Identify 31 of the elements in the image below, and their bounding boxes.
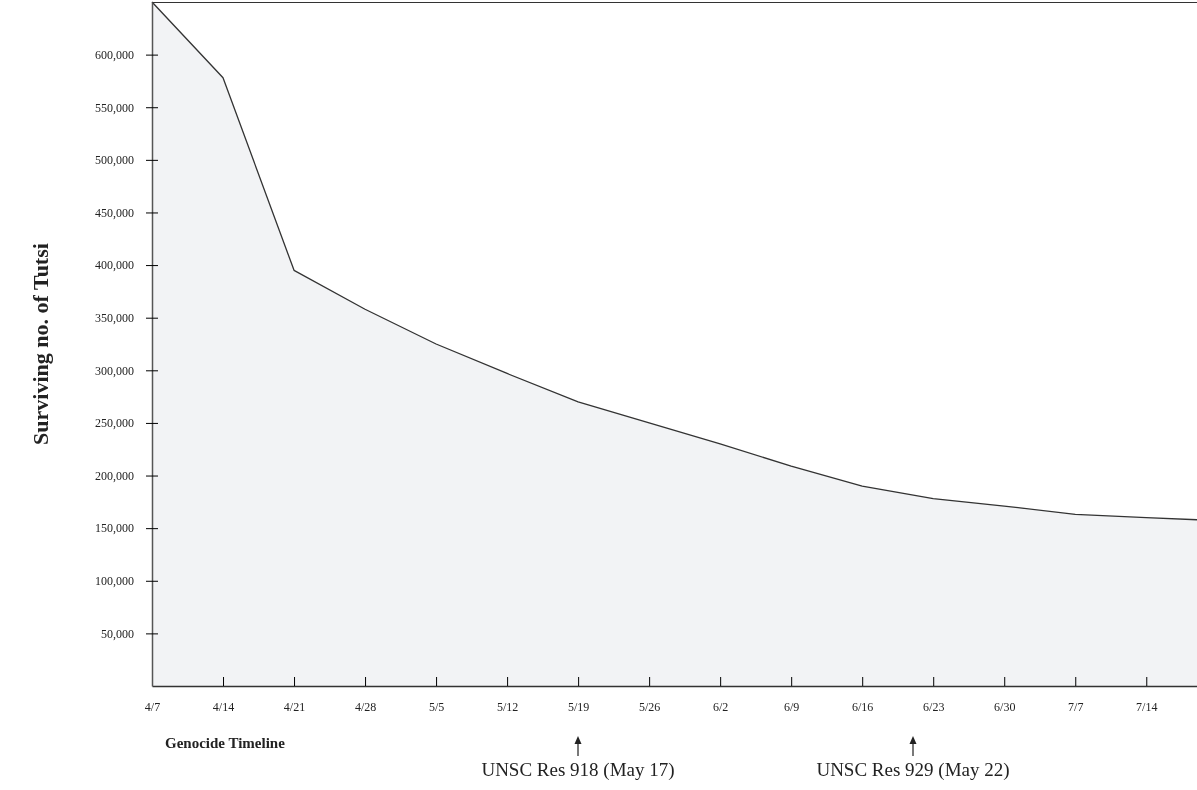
text: UNSC Res 929 (May 22) bbox=[816, 759, 1010, 781]
x-tick-label: 5/5 bbox=[428, 699, 445, 714]
y-tick-label: 300,000 bbox=[95, 363, 134, 378]
x-tick-label: 6/23 bbox=[923, 699, 945, 714]
y-tick-label: 200,000 bbox=[95, 468, 134, 483]
y-tick-label: 250,000 bbox=[95, 416, 134, 431]
x-tick-label: 7/14 bbox=[1136, 699, 1158, 714]
x-tick-label: 6/16 bbox=[852, 699, 874, 714]
y-tick-label: 500,000 bbox=[95, 153, 134, 168]
x-tick-label: 6/30 bbox=[994, 699, 1016, 714]
y-tick-label: 400,000 bbox=[95, 258, 134, 273]
y-tick-label: 550,000 bbox=[95, 100, 134, 115]
x-tick-label: 5/26 bbox=[638, 699, 661, 714]
y-tick-label: 50,000 bbox=[101, 626, 134, 641]
y-tick-label: 450,000 bbox=[95, 205, 134, 220]
x-tick-label: 4/28 bbox=[354, 699, 377, 714]
y-tick-label: 350,000 bbox=[95, 311, 134, 326]
y-tick-label: 100,000 bbox=[95, 574, 134, 589]
x-tick-label: 4/7 bbox=[144, 699, 161, 714]
x-tick-label: 5/19 bbox=[567, 699, 590, 714]
x-tick-label: 7/7 bbox=[1068, 699, 1084, 714]
x-tick-label: 4/14 bbox=[212, 699, 235, 714]
x-tick-label: 5/12 bbox=[496, 699, 519, 714]
y-tick-label: 600,000 bbox=[95, 47, 134, 62]
y-tick-label: 150,000 bbox=[95, 521, 134, 536]
x-axis-title: Genocide Timeline bbox=[165, 735, 286, 751]
y-axis-title: Surviving no. of Tutsi bbox=[28, 243, 53, 445]
text: UNSC Res 918 (May 17) bbox=[481, 759, 675, 781]
x-tick-label: 6/2 bbox=[712, 699, 729, 714]
x-tick-label: 6/9 bbox=[784, 699, 800, 714]
x-tick-label: 4/21 bbox=[283, 699, 306, 714]
